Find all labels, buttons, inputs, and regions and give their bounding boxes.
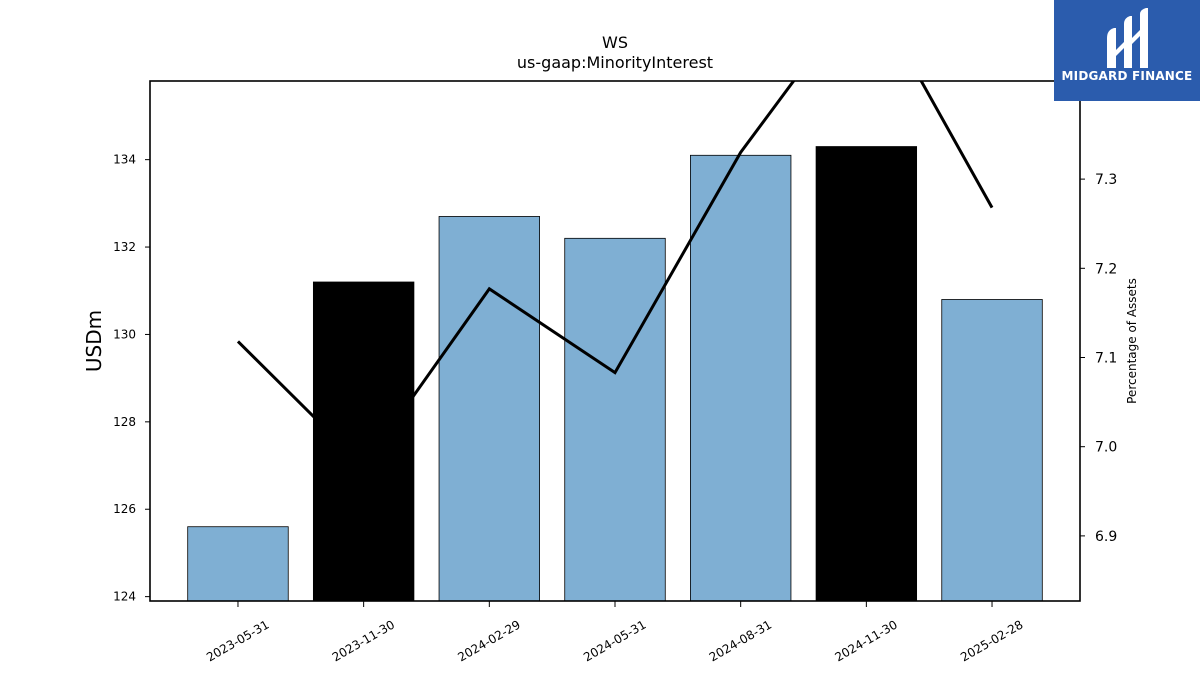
x-tick-label: 2024-05-31 [581,617,648,664]
y2-tick-label: 7.3 [1095,172,1117,188]
x-tick-label: 2023-11-30 [330,617,397,664]
x-tick-label: 2023-05-31 [204,617,271,664]
bar-2024-05-31 [564,237,666,602]
y2-axis-label: Percentage of Assets [1125,278,1139,404]
bar-2025-02-28 [941,299,1043,602]
y-tick-label: 126 [113,502,136,516]
bar-2024-02-29 [438,216,540,602]
y2-tick-label: 7.2 [1095,261,1117,277]
x-tick-label: 2024-08-31 [707,617,774,664]
bar-2023-11-30 [312,281,415,602]
bar-2024-11-30 [815,146,918,602]
y-tick-label: 134 [113,153,136,167]
y2-tick-label: 7.1 [1095,351,1117,367]
x-tick-label: 2025-02-28 [958,617,1025,664]
y-tick-label: 132 [113,240,136,254]
logo-mark-icon [1107,8,1148,68]
bar-2023-05-31 [187,526,289,602]
y-tick-label: 124 [113,590,136,604]
y-axis-label: USDm [82,310,106,372]
logo-text: MIDGARD FINANCE [1061,69,1193,83]
brand-logo: MIDGARD FINANCE [1054,0,1200,101]
chart-subtitle: us-gaap:MinorityInterest [517,53,713,72]
y2-tick-label: 6.9 [1095,529,1117,545]
percentage-line [236,81,994,469]
x-tick-label: 2024-11-30 [832,617,899,664]
x-tick-label: 2024-02-29 [455,617,522,664]
y2-tick-label: 7.0 [1095,440,1117,456]
y-tick-label: 128 [113,415,136,429]
bar-2024-08-31 [690,154,792,602]
chart-title: WS [602,33,628,52]
y-tick-label: 130 [113,327,136,341]
